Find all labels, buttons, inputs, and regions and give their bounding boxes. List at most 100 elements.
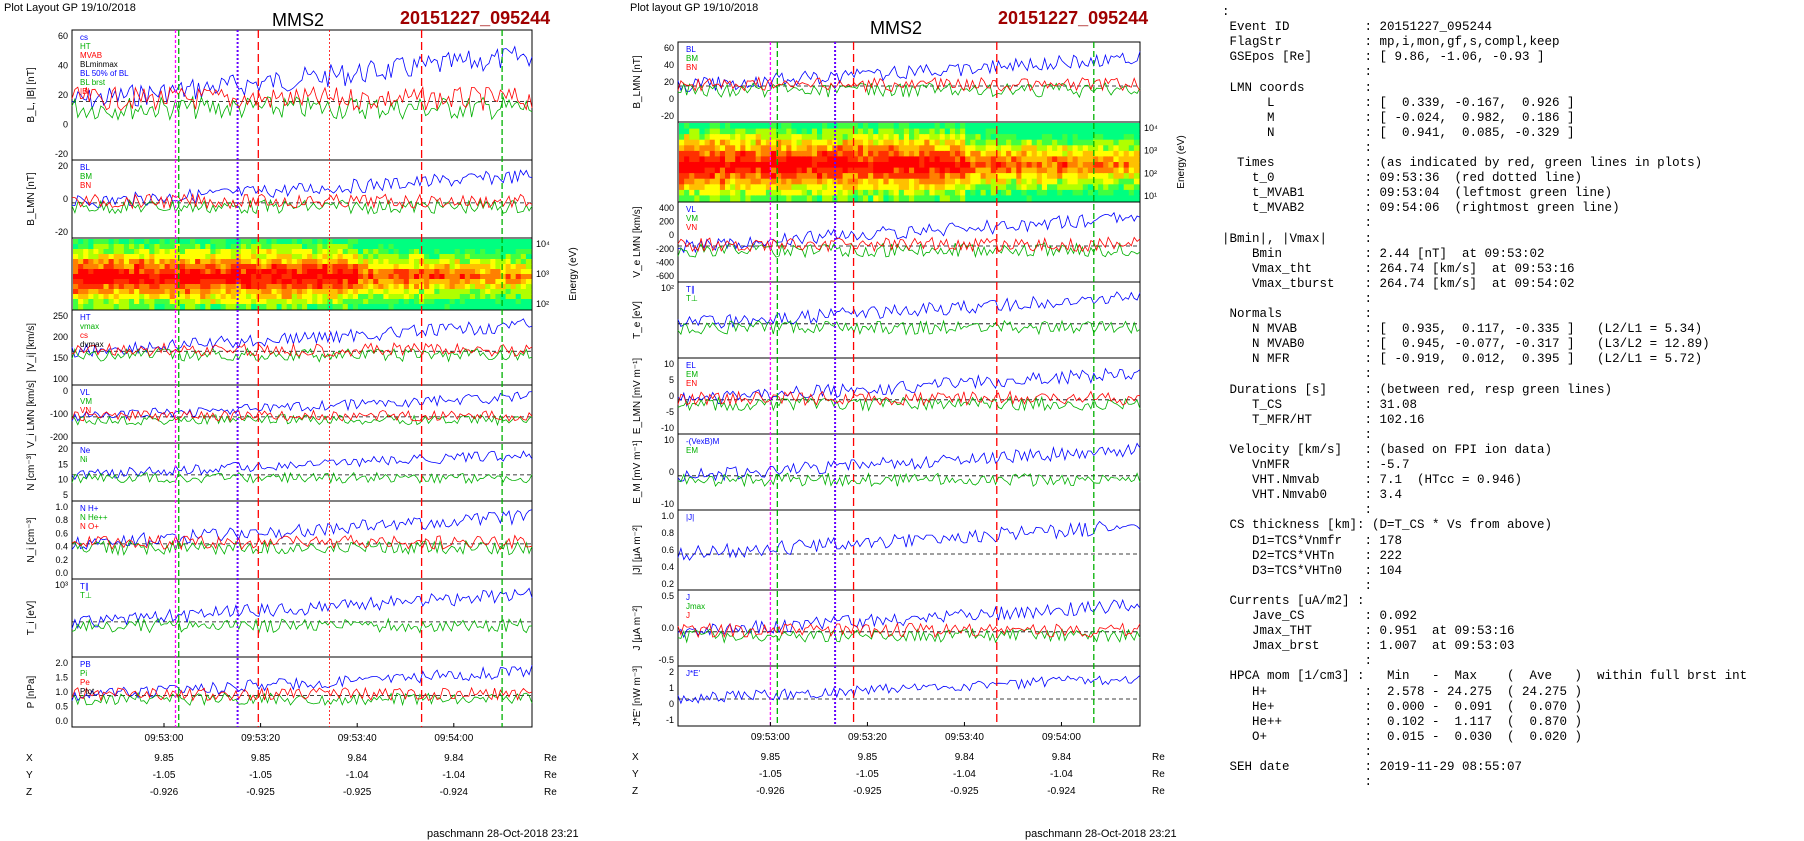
spectrogram-cell (929, 128, 936, 135)
spectrogram-cell (464, 239, 471, 245)
spectrogram-cell (1128, 162, 1135, 169)
panel-ylabel: B_LMN [nT] (632, 55, 643, 109)
spectrogram-cell (939, 162, 946, 169)
spectrogram-cell (832, 189, 838, 197)
legend-entry: BLminmax (80, 60, 118, 69)
legend-entry: Jmax (686, 602, 705, 611)
spectrogram-cell (955, 150, 961, 158)
spectrogram-cell (185, 239, 191, 245)
spectrogram-cell (689, 173, 695, 180)
spectrogram-cell (266, 249, 273, 255)
spectrogram-cell (1123, 162, 1130, 169)
spectrogram-cell (740, 139, 746, 146)
spectrogram-cell (246, 294, 252, 300)
spectrogram-cell (755, 173, 762, 180)
spectrogram-cell (1087, 123, 1094, 130)
spectrogram-cell (796, 178, 803, 185)
summary-line: D2=TCS*VHTn : 222 (1222, 548, 1403, 563)
spectrogram-cell (454, 289, 461, 295)
spectrogram-cell (990, 145, 997, 152)
spectrogram-cell (868, 178, 874, 185)
spectrogram-cell (459, 244, 466, 250)
spectrogram-cell (454, 249, 461, 255)
spectrogram-cell (694, 167, 700, 174)
spectrogram-cell (806, 162, 813, 169)
spectrogram-cell (1098, 189, 1104, 197)
spectrogram-cell (689, 128, 695, 135)
spectrogram-cell (383, 284, 390, 290)
spectrogram-cell (903, 162, 910, 169)
spectrogram-cell (230, 249, 237, 255)
spectrogram-cell (694, 156, 700, 163)
spectrogram-cell (327, 264, 334, 270)
spectrogram-cell (327, 259, 334, 265)
spectrogram-cell (679, 173, 685, 180)
legend-entry: VN (686, 223, 697, 232)
spectrogram-cell (1077, 195, 1084, 202)
legend-entry: N He++ (80, 513, 108, 522)
spectrogram-cell (985, 195, 992, 202)
panel-ylabel: E_M [mV m⁻¹] (632, 440, 643, 504)
spectrogram-cell (929, 156, 936, 163)
spectrogram-cell (791, 162, 798, 169)
spectrogram-cell (975, 173, 982, 180)
spectrogram-cell (863, 150, 869, 158)
spectrogram-cell (373, 249, 379, 255)
summary-line: Event ID : 20151227_095244 (1222, 20, 1493, 35)
spectrogram-cell (806, 178, 813, 185)
spectrogram-cell (134, 239, 140, 245)
spectrogram-cell (995, 162, 1002, 169)
spectrogram-cell (837, 145, 844, 152)
spectrogram-cell (205, 279, 211, 285)
spectrogram-cell (909, 189, 915, 197)
spectrogram-cell (129, 249, 135, 255)
spectrogram-cell (837, 178, 844, 185)
spectrogram-cell (83, 239, 89, 245)
spectrogram-cell (317, 269, 323, 275)
spectrogram-cell (1113, 162, 1120, 169)
spectrogram-cell (113, 304, 120, 310)
spectrogram-cell (144, 304, 150, 310)
spectrogram-cell (505, 299, 512, 305)
spectrogram-cell (939, 156, 946, 163)
spectrogram-cell (520, 294, 527, 300)
spectrogram-cell (878, 167, 884, 174)
spectrogram-cell (944, 123, 951, 130)
spectrogram-cell (393, 304, 400, 310)
spectrogram-cell (1001, 139, 1007, 146)
spectrogram-cell (1133, 178, 1140, 185)
middle-event-title: 20151227_095244 (998, 8, 1149, 28)
spectrogram-cell (1026, 162, 1033, 169)
spectrogram-cell (429, 284, 435, 290)
spectrogram-cell (975, 189, 982, 197)
spectrogram-cell (352, 264, 359, 270)
spectrogram-cell (898, 139, 905, 146)
spectrogram-cell (909, 134, 915, 141)
spectrogram-cell (210, 259, 217, 265)
spectrogram-cell (215, 294, 222, 300)
spectrogram-cell (159, 284, 166, 290)
panel-frame (71, 656, 533, 728)
spectrogram-cell (434, 289, 440, 295)
spectrogram-cell (485, 249, 491, 255)
spectrogram-cell (317, 244, 323, 250)
spectrogram-cell (439, 244, 446, 250)
spectrogram-cell (898, 150, 905, 158)
spectrogram-cell (179, 304, 186, 310)
spectrogram-cell (1057, 150, 1063, 158)
spectrogram-cell (383, 294, 390, 300)
spectrogram-cell (709, 150, 716, 158)
spectrogram-cell (307, 289, 313, 295)
spectrogram-cell (337, 249, 344, 255)
spectrogram-cell (332, 274, 339, 280)
summary-line: Bmin : 2.44 [nT] at 09:53:02 (1222, 246, 1545, 261)
spectrogram-cell (205, 299, 211, 305)
spectrogram-cell (796, 134, 803, 141)
spectrogram-cell (271, 289, 278, 295)
spectrogram-cell (256, 259, 262, 265)
spectrogram-cell (118, 289, 125, 295)
spectrogram-cell (1087, 150, 1094, 158)
spectrogram-cell (444, 274, 451, 280)
spectrogram-cell (129, 254, 135, 260)
